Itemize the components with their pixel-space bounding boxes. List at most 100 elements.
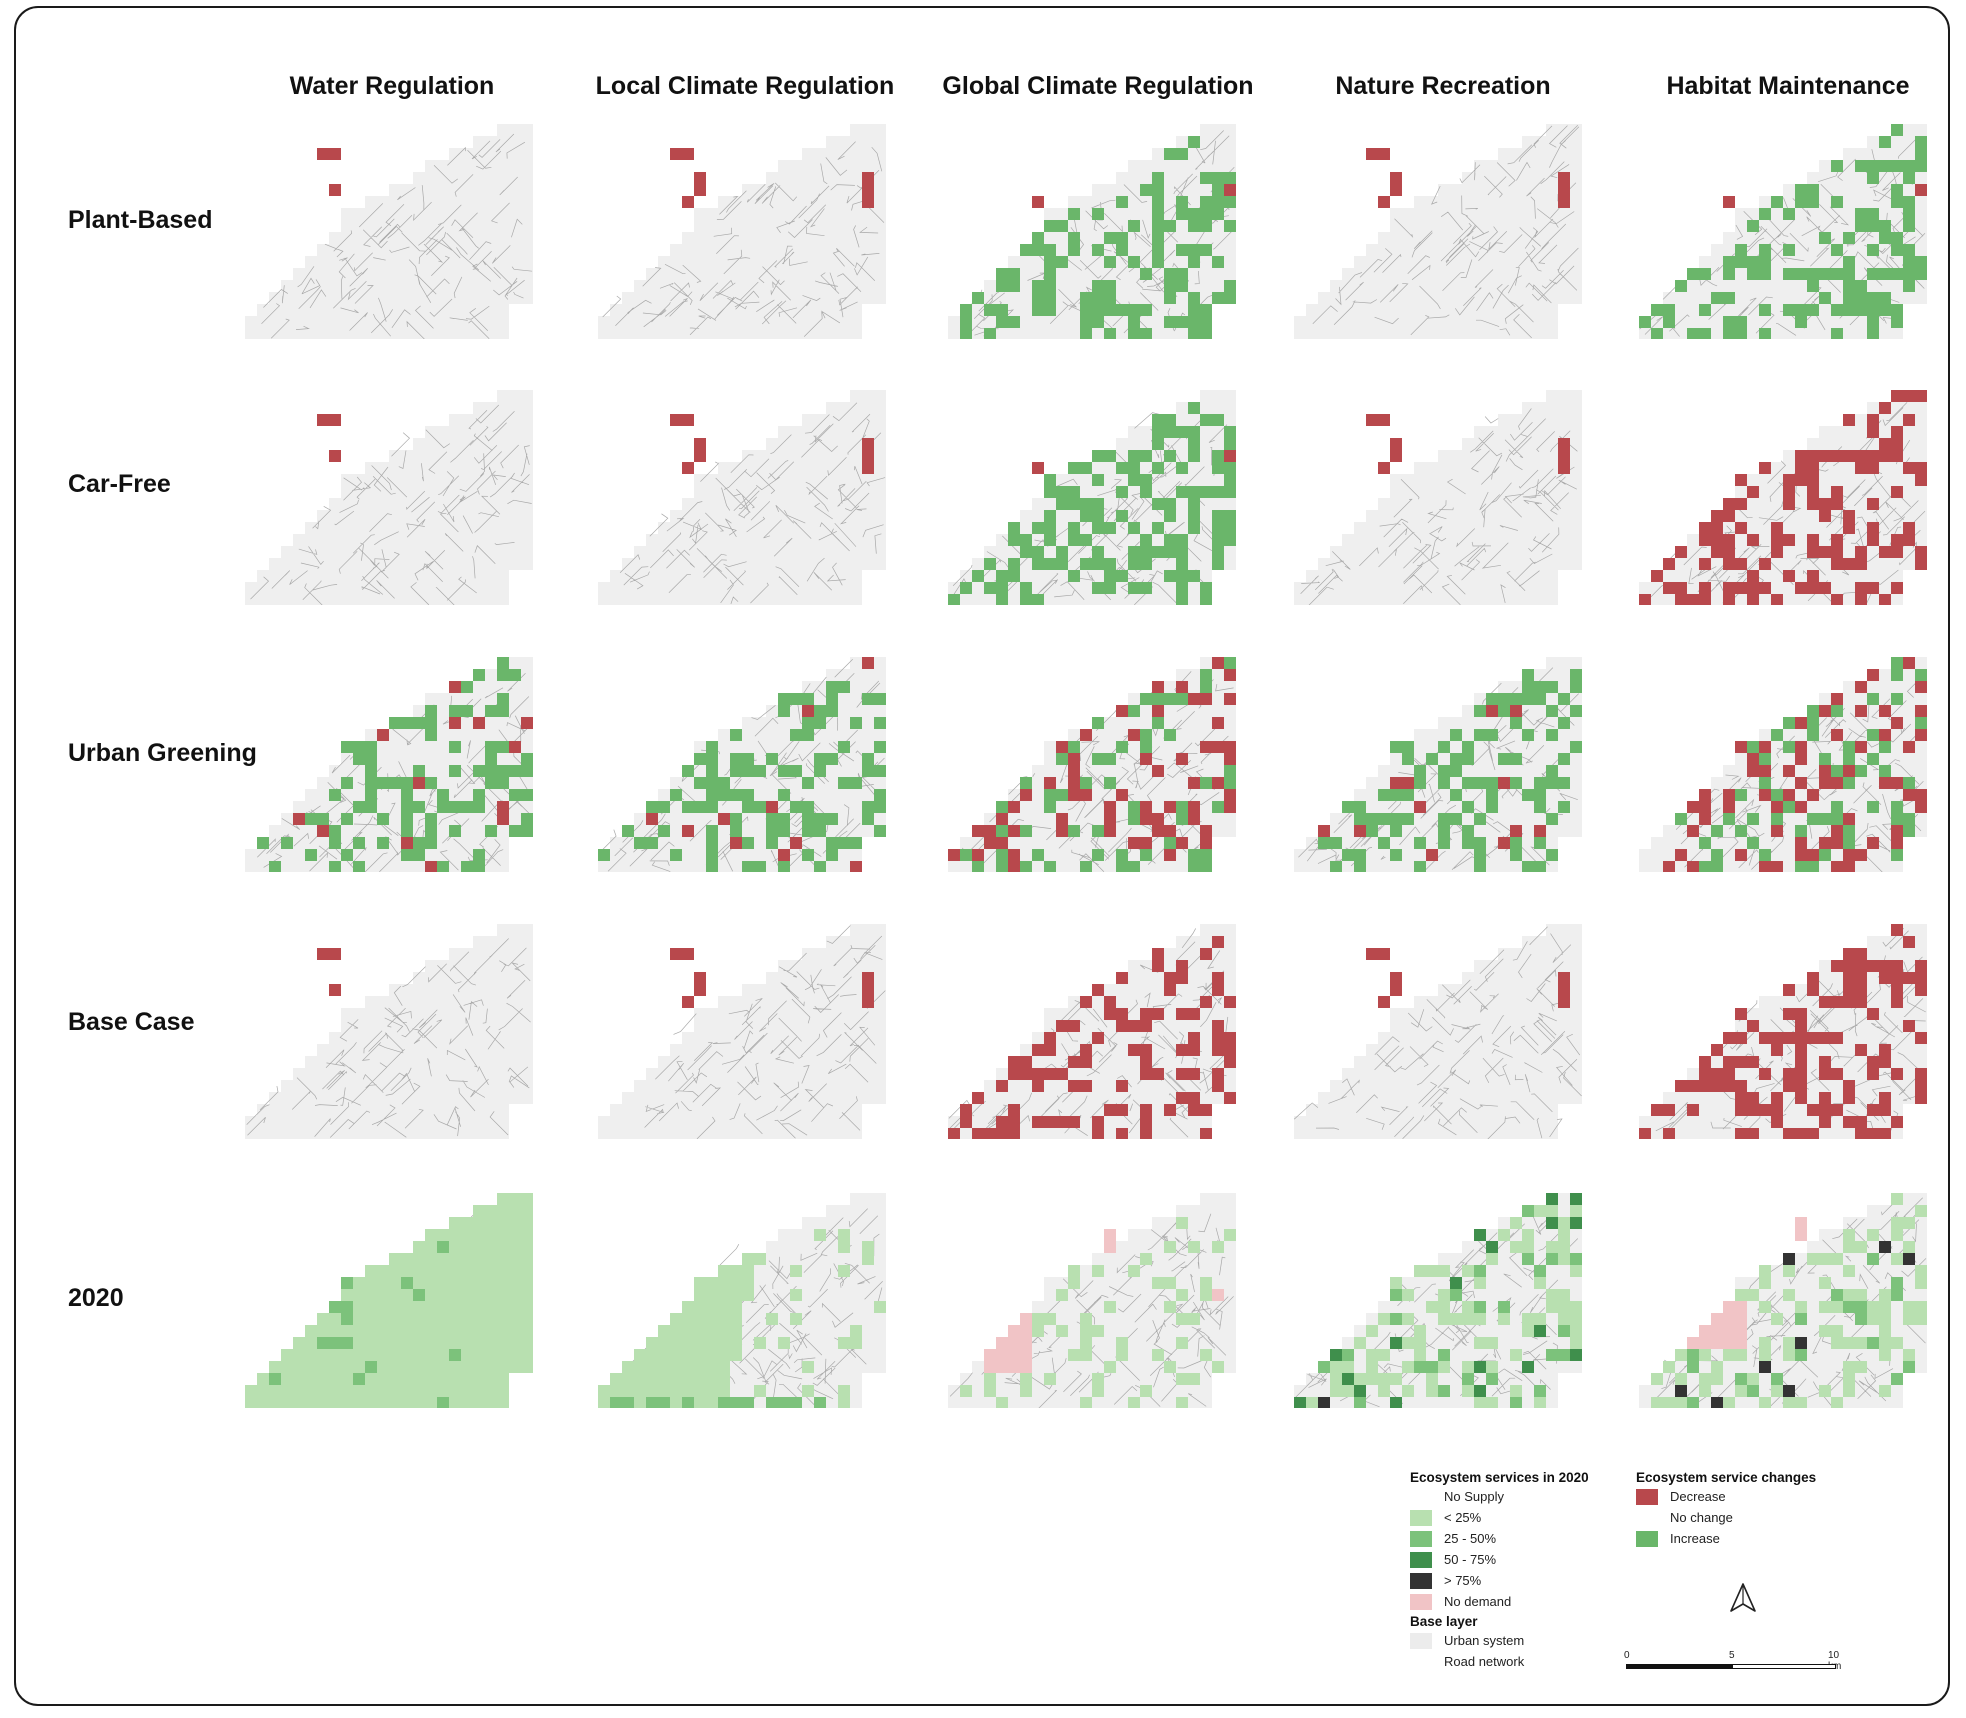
urban-cell	[1152, 861, 1164, 872]
urban-cell	[1534, 414, 1546, 426]
urban-cell	[1795, 534, 1807, 546]
urban-cell	[718, 729, 730, 741]
urban-cell	[1819, 160, 1831, 172]
urban-cell	[473, 693, 485, 705]
urban-cell	[802, 558, 814, 570]
urban-cell	[1675, 316, 1687, 328]
urban-cell	[1891, 498, 1903, 510]
urban-cell	[1831, 426, 1843, 438]
increase-cell	[1891, 232, 1903, 244]
urban-cell	[341, 837, 353, 849]
urban-cell	[293, 328, 305, 339]
urban-cell	[353, 292, 365, 304]
increase-cell	[1879, 160, 1891, 172]
increase-cell	[1104, 304, 1116, 316]
urban-cell	[1534, 136, 1546, 148]
urban-cell	[1212, 681, 1224, 693]
urban-cell	[838, 160, 850, 172]
urban-cell	[341, 825, 353, 837]
increase-cell	[1116, 244, 1128, 256]
decrease-cell	[1879, 546, 1891, 558]
urban-cell	[389, 256, 401, 268]
increase-cell	[1759, 244, 1771, 256]
urban-cell	[1879, 717, 1891, 729]
urban-cell	[1771, 256, 1783, 268]
urban-cell	[658, 280, 670, 292]
urban-cell	[449, 837, 461, 849]
urban-cell	[473, 220, 485, 232]
increase-cell	[401, 825, 413, 837]
urban-cell	[730, 558, 742, 570]
urban-cell	[485, 196, 497, 208]
urban-cell	[754, 837, 766, 849]
urban-cell	[1843, 594, 1855, 605]
increase-cell	[826, 693, 838, 705]
urban-cell	[413, 498, 425, 510]
increase-cell	[1462, 837, 1474, 849]
urban-cell	[1080, 220, 1092, 232]
increase-cell	[598, 849, 610, 861]
urban-cell	[377, 789, 389, 801]
increase-cell	[1378, 813, 1390, 825]
urban-cell	[802, 426, 814, 438]
urban-cell	[437, 172, 449, 184]
increase-cell	[1558, 753, 1570, 765]
urban-cell	[449, 328, 461, 339]
urban-cell	[670, 546, 682, 558]
urban-cell	[449, 256, 461, 268]
urban-cell	[1450, 837, 1462, 849]
urban-cell	[269, 316, 281, 328]
urban-cell	[1534, 184, 1546, 196]
increase-cell	[1510, 837, 1522, 849]
urban-cell	[1510, 570, 1522, 582]
urban-cell	[1534, 558, 1546, 570]
urban-cell	[706, 534, 718, 546]
urban-cell	[1164, 328, 1176, 339]
urban-cell	[1450, 546, 1462, 558]
urban-cell	[706, 280, 718, 292]
map-urban-greening-local-climate-regulation	[598, 657, 888, 872]
urban-cell	[497, 148, 509, 160]
urban-cell	[754, 594, 766, 605]
urban-cell	[718, 474, 730, 486]
urban-cell	[1068, 304, 1080, 316]
urban-cell	[485, 570, 497, 582]
urban-cell	[742, 232, 754, 244]
urban-cell	[461, 534, 473, 546]
urban-cell	[838, 148, 850, 160]
urban-cell	[341, 498, 353, 510]
increase-cell	[485, 705, 497, 717]
increase-cell	[1092, 316, 1104, 328]
increase-cell	[497, 705, 509, 717]
increase-cell	[1140, 546, 1152, 558]
urban-cell	[365, 268, 377, 280]
urban-cell	[425, 486, 437, 498]
urban-cell	[1855, 256, 1867, 268]
increase-cell	[1867, 316, 1879, 328]
urban-cell	[1843, 789, 1855, 801]
urban-cell	[425, 328, 437, 339]
increase-cell	[1116, 861, 1128, 872]
urban-cell	[1306, 328, 1318, 339]
urban-cell	[790, 558, 802, 570]
urban-cell	[449, 729, 461, 741]
increase-cell	[1867, 304, 1879, 316]
urban-cell	[1450, 498, 1462, 510]
urban-cell	[730, 801, 742, 813]
increase-cell	[1570, 741, 1582, 753]
urban-cell	[778, 220, 790, 232]
urban-cell	[622, 316, 634, 328]
urban-cell	[1771, 462, 1783, 474]
urban-cell	[413, 510, 425, 522]
urban-cell	[1546, 534, 1558, 546]
urban-cell	[1378, 316, 1390, 328]
urban-cell	[389, 498, 401, 510]
urban-cell	[497, 426, 509, 438]
urban-cell	[521, 498, 533, 510]
increase-cell	[1390, 825, 1402, 837]
urban-cell	[1534, 196, 1546, 208]
increase-cell	[754, 765, 766, 777]
urban-cell	[1522, 414, 1534, 426]
urban-cell	[1188, 196, 1200, 208]
decrease-cell	[850, 861, 862, 872]
